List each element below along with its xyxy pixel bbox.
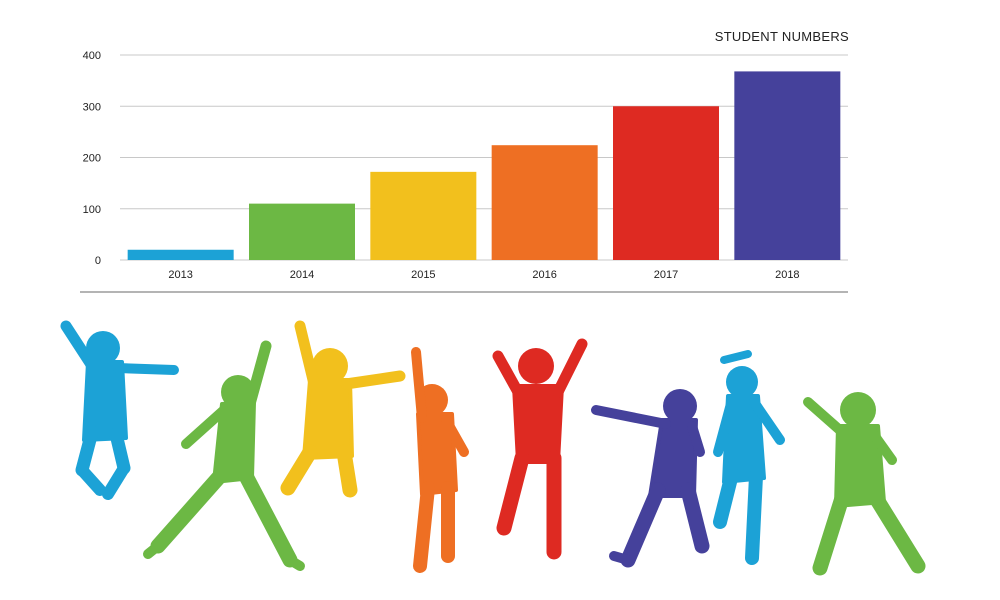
jumping-child-silhouette — [596, 389, 702, 560]
jumping-child-silhouette — [288, 326, 400, 490]
jumping-child-silhouette — [416, 352, 464, 566]
jumping-child-silhouette — [66, 326, 174, 494]
jumping-child-silhouette — [808, 392, 918, 568]
jumping-child-silhouette — [498, 344, 582, 552]
jumping-child-silhouette — [718, 354, 780, 558]
jumping-child-silhouette — [148, 346, 300, 566]
